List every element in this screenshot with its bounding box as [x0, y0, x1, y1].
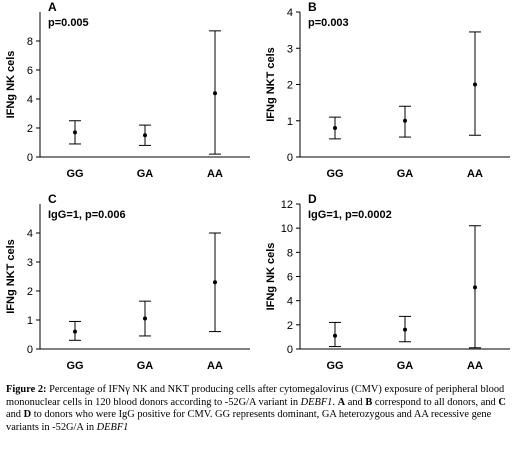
y-tick-label: 8 — [27, 36, 33, 48]
mean-point — [213, 280, 217, 285]
y-tick-label: 1 — [287, 116, 293, 128]
p-value-annotation: p=0.003 — [308, 17, 349, 29]
mean-point — [73, 130, 77, 135]
panel-letter: D — [308, 192, 317, 206]
y-tick-label: 0 — [287, 344, 293, 356]
caption-text-4: correspond to all donors, and — [372, 396, 499, 408]
y-tick-label: 2 — [287, 80, 293, 92]
y-tick-label: 6 — [287, 272, 293, 284]
x-tick-label: GG — [326, 360, 343, 372]
caption-text-2: . — [332, 396, 338, 408]
panel-b: 0 1 2 3 4 GG GA AA IFNg NKT cels Bp=0.003 — [265, 0, 510, 180]
caption-gene-2: DEBF1 — [96, 421, 129, 433]
y-axis-label: IFNg NKT cels — [265, 47, 277, 122]
figure-caption: Figure 2: Percentage of IFNγ NK and NKT … — [6, 384, 516, 434]
y-tick-label: 4 — [27, 228, 33, 240]
x-tick-label: GA — [137, 360, 154, 372]
caption-text-3: and — [345, 396, 366, 408]
panel-a: 0 2 4 6 8 GG GA AA IFNg NK cels Ap=0.005 — [5, 0, 250, 180]
caption-ref-d: D — [23, 409, 32, 421]
panel-c: 0 1 2 3 4 GG GA AA IFNg NKT cels C IgG=1, p=0.006 — [5, 192, 250, 372]
caption-ref-c: C — [498, 396, 506, 408]
panel-letter: A — [48, 0, 57, 14]
y-axis-label: IFNg NK cels — [265, 243, 277, 311]
p-value-annotation: p=0.005 — [48, 17, 89, 29]
y-tick-label: 0 — [27, 344, 33, 356]
x-tick-label: AA — [467, 360, 483, 372]
x-tick-label: GA — [137, 168, 154, 180]
mean-point — [143, 316, 147, 321]
x-tick-label: GA — [397, 360, 414, 372]
x-tick-label: AA — [207, 168, 223, 180]
p-value-annotation: IgG=1, p=0.006 — [48, 209, 126, 221]
y-tick-label: 4 — [287, 296, 293, 308]
caption-text-6: to donors who were IgG positive for CMV.… — [6, 409, 492, 433]
y-axis-label: IFNg NKT cels — [5, 239, 17, 314]
caption-label: Figure 2: — [6, 384, 47, 395]
x-tick-label: GG — [66, 360, 83, 372]
y-tick-label: 3 — [27, 257, 33, 269]
mean-point — [403, 327, 407, 332]
caption-text-5: and — [6, 409, 24, 421]
mean-point — [473, 82, 477, 87]
y-tick-label: 10 — [281, 223, 293, 235]
p-value-annotation: IgG=1, p=0.0002 — [308, 209, 392, 221]
panel-letter: C — [48, 192, 57, 206]
y-tick-label: 2 — [27, 286, 33, 298]
y-tick-label: 4 — [287, 7, 293, 19]
y-axis-label: IFNg NK cels — [5, 51, 17, 119]
y-tick-label: 2 — [27, 123, 33, 135]
mean-point — [143, 133, 147, 138]
mean-point — [473, 285, 477, 290]
x-tick-label: GG — [326, 168, 343, 180]
y-tick-label: 0 — [287, 152, 293, 164]
panel-d: 0 2 4 6 8 10 12 GG GA AA IFNg NK cels D IgG=1, p=0.0… — [265, 192, 510, 372]
y-tick-label: 1 — [27, 315, 33, 327]
mean-point — [333, 333, 337, 338]
y-tick-label: 4 — [27, 94, 33, 106]
x-tick-label: AA — [207, 360, 223, 372]
x-tick-label: GA — [397, 168, 414, 180]
caption-ref-b: B — [365, 396, 373, 408]
mean-point — [73, 329, 77, 334]
caption-gene-1: DEBF1 — [300, 396, 333, 408]
mean-point — [403, 118, 407, 123]
panel-letter: B — [308, 0, 317, 14]
x-tick-label: GG — [66, 168, 83, 180]
caption-text-1: Percentage of IFNγ NK and NKT producing … — [6, 384, 505, 408]
x-tick-label: AA — [467, 168, 483, 180]
mean-point — [333, 126, 337, 130]
caption-ref-a: A — [337, 396, 346, 408]
y-tick-label: 6 — [27, 65, 33, 77]
mean-point — [213, 91, 217, 96]
y-tick-label: 2 — [287, 320, 293, 332]
y-tick-label: 12 — [281, 199, 293, 211]
y-tick-label: 8 — [287, 247, 293, 259]
y-tick-label: 3 — [287, 43, 293, 55]
y-tick-label: 0 — [27, 152, 33, 164]
